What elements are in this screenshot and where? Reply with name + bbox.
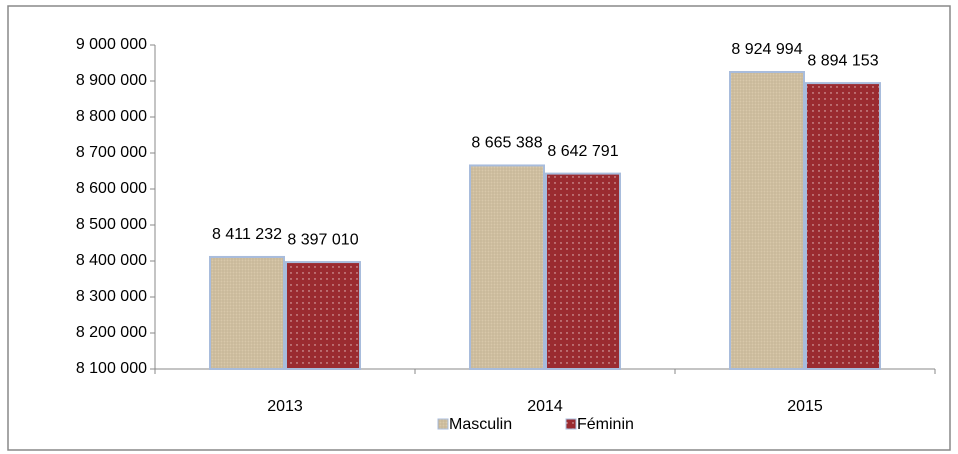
x-tick-label: 2015 [787, 398, 823, 415]
y-tick-label: 9 000 000 [76, 36, 147, 53]
y-tick-label: 8 200 000 [76, 324, 147, 341]
legend-swatch [565, 418, 577, 430]
value-label: 8 397 010 [287, 231, 358, 248]
y-tick-label: 8 700 000 [76, 144, 147, 161]
y-tick-label: 8 800 000 [76, 108, 147, 125]
y-tick-label: 8 100 000 [76, 360, 147, 377]
value-label: 8 665 388 [471, 135, 542, 152]
legend-label: Masculin [449, 416, 512, 433]
bar [209, 255, 285, 370]
bar [545, 172, 621, 370]
bar [469, 164, 545, 370]
y-tick-label: 8 900 000 [76, 72, 147, 89]
value-label: 8 411 232 [212, 226, 282, 243]
value-label: 8 894 153 [807, 52, 878, 69]
y-tick-label: 8 500 000 [76, 216, 147, 233]
legend-swatch [437, 418, 449, 430]
y-tick-label: 8 300 000 [76, 288, 147, 305]
y-tick-label: 8 400 000 [76, 252, 147, 269]
bar [729, 71, 805, 370]
legend-label: Féminin [577, 416, 634, 433]
bar [805, 82, 881, 370]
value-label: 8 924 994 [731, 41, 802, 58]
x-tick-label: 2013 [267, 398, 303, 415]
value-label: 8 642 791 [547, 143, 618, 160]
y-tick-label: 8 600 000 [76, 180, 147, 197]
x-tick-label: 2014 [527, 398, 563, 415]
bar [285, 261, 361, 370]
